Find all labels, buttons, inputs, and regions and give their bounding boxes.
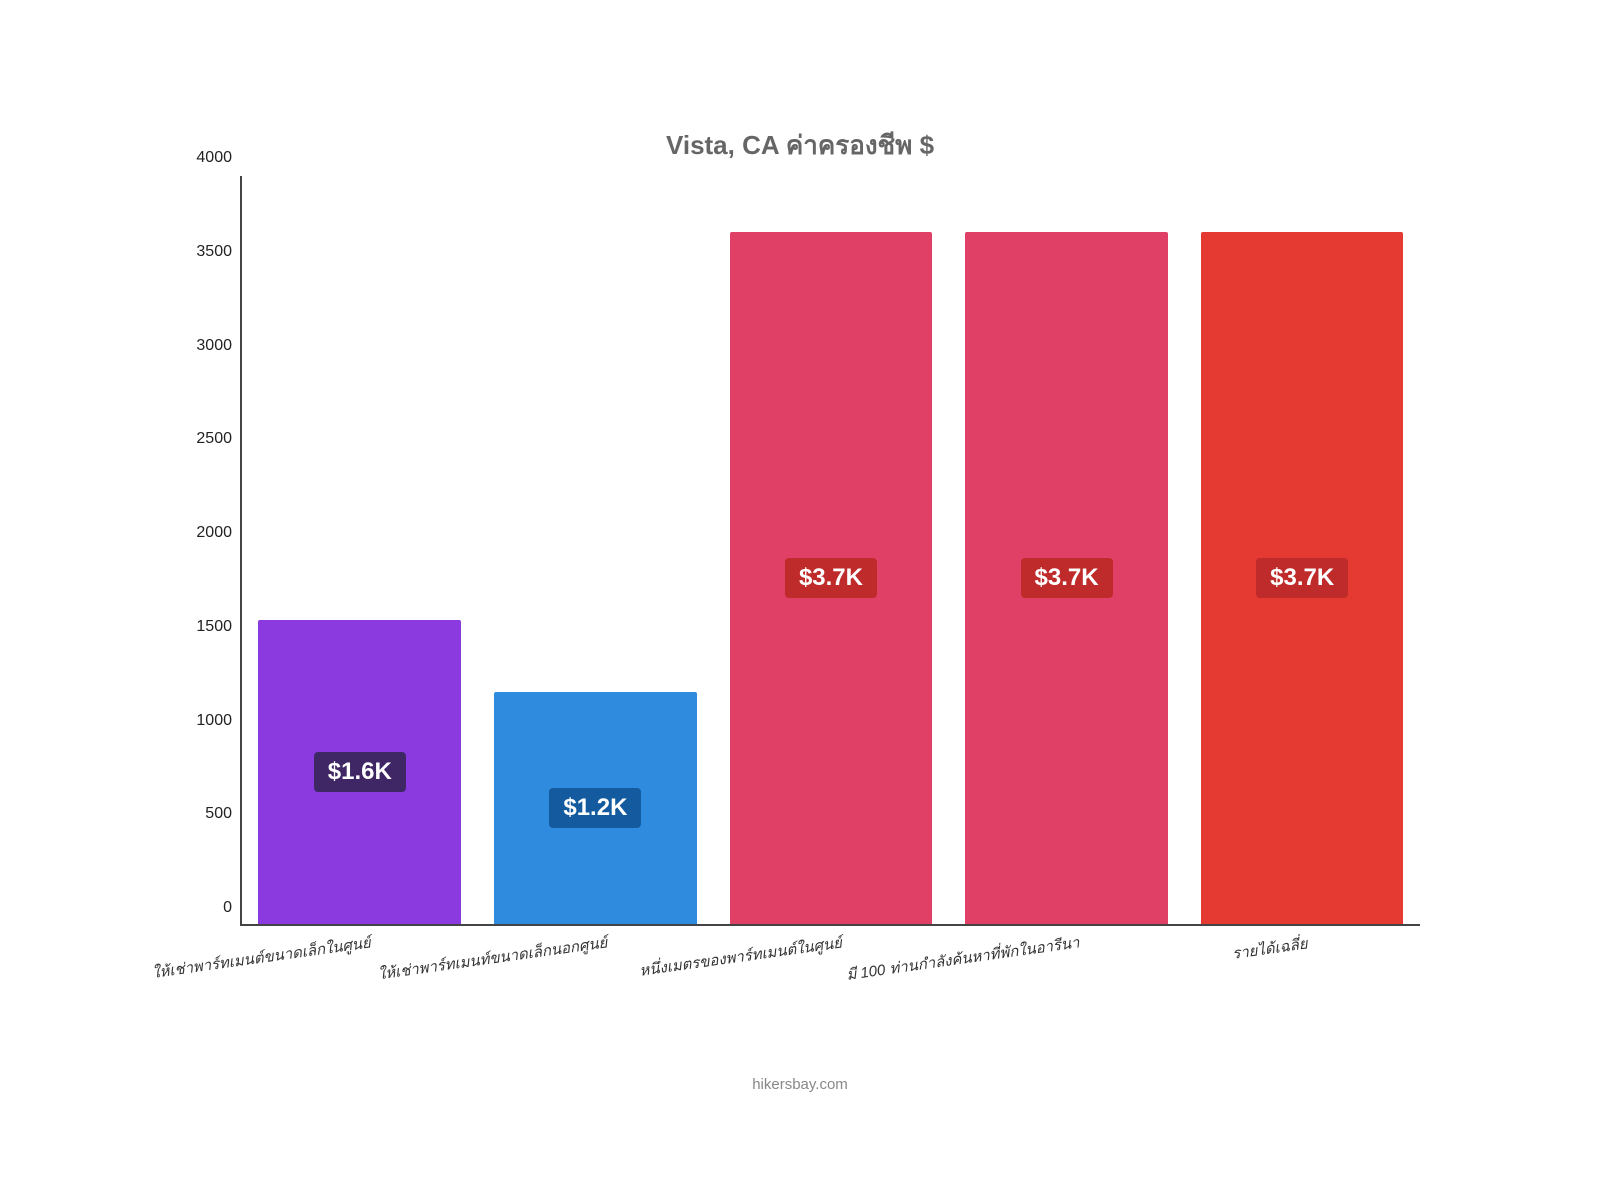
x-axis: ให้เช่าพาร์ทเมนต์ขนาดเล็กในศูนย์ให้เช่าพ… (240, 926, 1420, 1046)
y-tick-label: 500 (205, 805, 232, 823)
plot-wrap: 05001000150020002500300035004000 $1.6K$1… (180, 176, 1420, 926)
bar: $1.2K (494, 692, 697, 924)
cost-of-living-chart: Vista, CA ค่าครองชีพ $ 0 500 1000 1500 2000 2… (180, 125, 1420, 1075)
bar-slot: $1.2K (478, 176, 714, 924)
plot-area: $1.6K $1.2K $3.7K $3.7K $3.7K (240, 176, 1420, 926)
x-label: ให้เช่าพาร์ทเมนท์ขนาดเล็กนอกศูนย์ (376, 930, 608, 986)
bar-value-label: $1.6K (314, 752, 406, 792)
x-label: รายได้เฉลี่ย (1231, 931, 1309, 965)
chart-title: Vista, CA ค่าครองชีพ $ (180, 125, 1420, 166)
y-tick-label: 0 (223, 899, 232, 917)
bar-value-label: $1.2K (549, 788, 641, 828)
y-tick-label: 3500 (196, 243, 232, 261)
bar-value-label: $3.7K (785, 558, 877, 598)
y-tick-label: 3000 (196, 337, 232, 355)
bar-slot: $3.7K (713, 176, 949, 924)
bar: $3.7K (1201, 232, 1404, 924)
bar-value-label: $3.7K (1021, 558, 1113, 598)
y-tick-label: 1500 (196, 618, 232, 636)
y-axis: 05001000150020002500300035004000 (180, 176, 240, 926)
y-tick-label: 1000 (196, 712, 232, 730)
bar-slot: $3.7K (949, 176, 1185, 924)
bar-value-label: $3.7K (1256, 558, 1348, 598)
bar-slot: $1.6K (242, 176, 478, 924)
bar: $1.6K (258, 620, 461, 924)
bar: $3.7K (730, 232, 933, 924)
x-label: ให้เช่าพาร์ทเมนต์ขนาดเล็กในศูนย์ (151, 930, 373, 984)
bar-slot: $3.7K (1184, 176, 1420, 924)
x-label: หนึ่งเมตรของพาร์ทเมนต์ในศูนย์ (638, 931, 844, 983)
bar: $3.7K (965, 232, 1168, 924)
x-label: มี 100 ท่านกำลังค้นหาที่พักในอารีนา (845, 930, 1081, 986)
y-tick-label: 2000 (196, 524, 232, 542)
y-tick-label: 4000 (196, 149, 232, 167)
footer-credit: hikersbay.com (180, 1076, 1420, 1093)
bars-row: $1.6K $1.2K $3.7K $3.7K $3.7K (242, 176, 1420, 924)
y-tick-label: 2500 (196, 430, 232, 448)
